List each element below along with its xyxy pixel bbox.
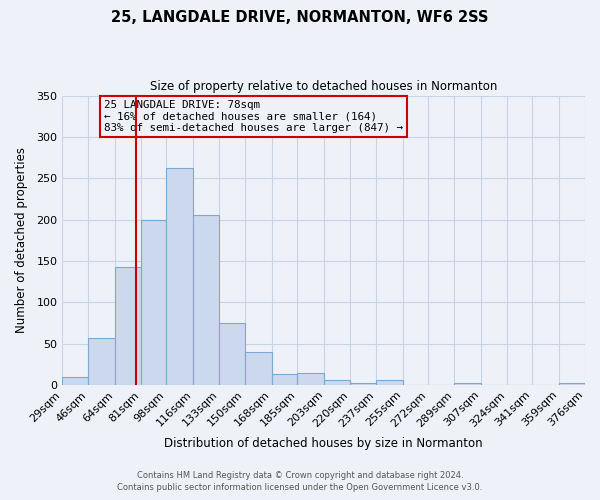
Title: Size of property relative to detached houses in Normanton: Size of property relative to detached ho… — [150, 80, 497, 93]
Bar — [350, 383, 376, 385]
Bar — [88, 338, 115, 385]
Text: Contains HM Land Registry data © Crown copyright and database right 2024.
Contai: Contains HM Land Registry data © Crown c… — [118, 471, 482, 492]
Text: 25 LANGDALE DRIVE: 78sqm
← 16% of detached houses are smaller (164)
83% of semi-: 25 LANGDALE DRIVE: 78sqm ← 16% of detach… — [104, 100, 403, 133]
X-axis label: Distribution of detached houses by size in Normanton: Distribution of detached houses by size … — [164, 437, 483, 450]
Bar — [140, 220, 166, 385]
Y-axis label: Number of detached properties: Number of detached properties — [15, 147, 28, 333]
Bar — [193, 216, 219, 385]
Bar — [272, 374, 297, 385]
Bar — [166, 168, 193, 385]
Bar — [325, 380, 350, 385]
Bar — [62, 376, 88, 385]
Text: 25, LANGDALE DRIVE, NORMANTON, WF6 2SS: 25, LANGDALE DRIVE, NORMANTON, WF6 2SS — [111, 10, 489, 25]
Bar — [115, 266, 140, 385]
Bar — [219, 323, 245, 385]
Bar — [454, 383, 481, 385]
Bar — [245, 352, 272, 385]
Bar — [559, 383, 585, 385]
Bar — [376, 380, 403, 385]
Bar — [297, 374, 325, 385]
